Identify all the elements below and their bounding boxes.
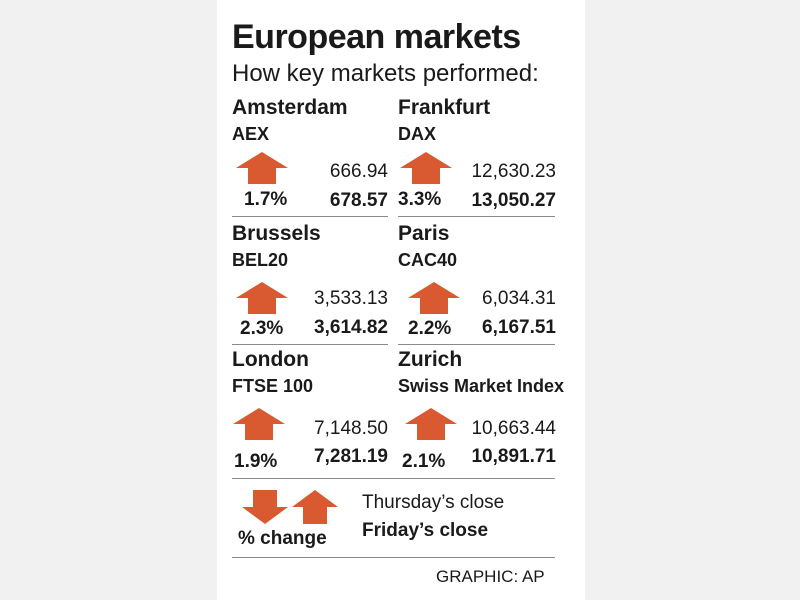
graphic-subtitle: How key markets performed: xyxy=(232,60,539,87)
divider xyxy=(232,344,388,345)
market-city-brussels: Brussels xyxy=(232,222,321,245)
divider xyxy=(232,216,388,217)
market-city-paris: Paris xyxy=(398,222,450,245)
legend-friday-label: Friday’s close xyxy=(362,520,489,541)
graphic-title: European markets xyxy=(232,18,521,56)
thursday-close-value: 3,533.13 xyxy=(314,288,388,309)
market-index-cac40: CAC40 xyxy=(398,250,458,270)
percent-change: 3.3% xyxy=(398,189,442,210)
market-index-ftse: FTSE 100 xyxy=(232,376,314,396)
legend-change-label: % change xyxy=(238,528,327,549)
friday-close-value: 7,281.19 xyxy=(314,446,388,467)
market-index-bel20: BEL20 xyxy=(232,250,289,270)
market-city-london: London xyxy=(232,348,309,371)
thursday-close-value: 6,034.31 xyxy=(482,288,556,309)
friday-close-value: 6,167.51 xyxy=(482,317,556,338)
thursday-close-value: 666.94 xyxy=(329,161,388,182)
percent-change: 2.3% xyxy=(240,318,284,339)
legend-thursday-label: Thursday’s close xyxy=(362,492,505,513)
friday-close-value: 3,614.82 xyxy=(314,317,388,338)
divider xyxy=(398,344,555,345)
graphic-credit: GRAPHIC: AP xyxy=(436,567,545,586)
thursday-close-value: 10,663.44 xyxy=(471,418,556,439)
market-index-smi: Swiss Market Index xyxy=(398,376,565,396)
up-arrow-icon xyxy=(236,152,288,184)
up-arrow-icon xyxy=(292,490,338,524)
market-index-aex: AEX xyxy=(232,124,270,144)
market-city-amsterdam: Amsterdam xyxy=(232,96,348,119)
friday-close-value: 10,891.71 xyxy=(471,446,556,467)
percent-change: 1.7% xyxy=(244,189,288,210)
market-index-dax: DAX xyxy=(398,124,437,144)
market-city-zurich: Zurich xyxy=(398,348,463,371)
up-arrow-icon xyxy=(408,282,460,314)
percent-change: 2.1% xyxy=(402,451,446,472)
up-arrow-icon xyxy=(405,408,457,440)
percent-change: 1.9% xyxy=(234,451,278,472)
up-arrow-icon xyxy=(400,152,452,184)
thursday-close-value: 12,630.23 xyxy=(471,161,556,182)
market-city-frankfurt: Frankfurt xyxy=(398,96,491,119)
up-arrow-icon xyxy=(236,282,288,314)
friday-close-value: 13,050.27 xyxy=(471,190,556,211)
friday-close-value: 678.57 xyxy=(329,190,388,211)
down-arrow-icon xyxy=(242,490,288,524)
divider xyxy=(398,216,555,217)
divider xyxy=(232,478,555,479)
divider xyxy=(232,557,555,558)
up-arrow-icon xyxy=(233,408,285,440)
thursday-close-value: 7,148.50 xyxy=(314,418,388,439)
graphic-panel xyxy=(217,0,585,600)
percent-change: 2.2% xyxy=(408,318,452,339)
